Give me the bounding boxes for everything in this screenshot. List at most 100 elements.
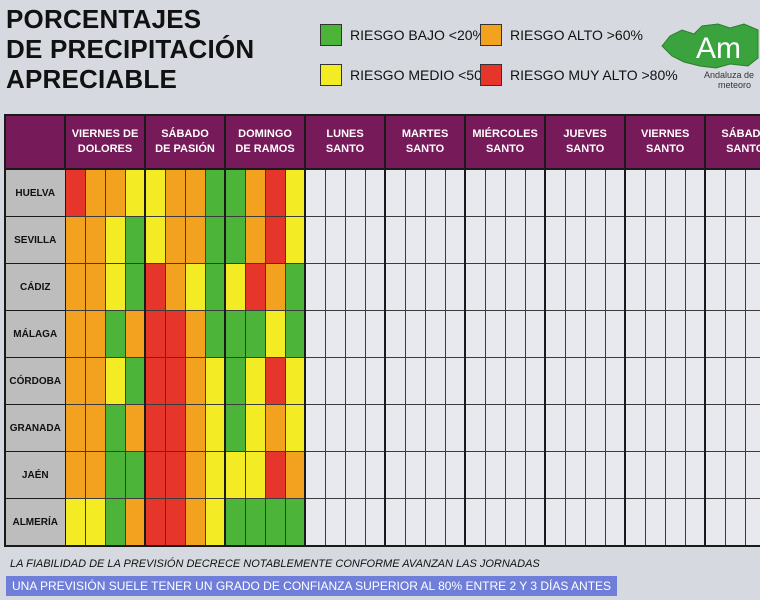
risk-cell-y (84, 498, 106, 547)
risk-cell-g (204, 263, 227, 311)
empty-cell (404, 168, 426, 217)
day-header-line2: SANTO (726, 143, 760, 155)
empty-cell (584, 168, 606, 217)
risk-cell-r (144, 310, 166, 358)
table-corner (4, 114, 66, 170)
empty-cell (604, 168, 627, 217)
day-header: MIÉRCOLES SANTO (464, 114, 547, 170)
empty-cell (744, 404, 760, 452)
empty-cell (444, 357, 467, 405)
empty-cell (404, 263, 426, 311)
risk-cell-o (124, 498, 147, 547)
risk-cell-o (84, 263, 106, 311)
risk-cell-r (264, 451, 286, 499)
logo-text-1: Andaluza de (704, 70, 755, 80)
empty-cell (744, 216, 760, 264)
day-header-line1: SÁBADO (161, 128, 209, 140)
empty-cell (424, 357, 446, 405)
empty-cell (484, 168, 506, 217)
risk-cell-r (264, 216, 286, 264)
empty-cell (524, 451, 547, 499)
risk-cell-g (244, 310, 266, 358)
empty-cell (464, 404, 486, 452)
logo-mark: Am (696, 32, 741, 65)
empty-cell (744, 498, 760, 547)
empty-cell (544, 310, 566, 358)
day-header-line1: JUEVES (563, 128, 607, 140)
risk-cell-y (184, 263, 206, 311)
risk-cell-g (104, 451, 126, 499)
empty-cell (484, 498, 506, 547)
empty-cell (304, 357, 326, 405)
empty-cell (604, 216, 627, 264)
empty-cell (584, 451, 606, 499)
province-label: MÁLAGA (4, 310, 66, 358)
empty-cell (584, 498, 606, 547)
empty-cell (524, 310, 547, 358)
empty-cell (484, 451, 506, 499)
empty-cell (464, 263, 486, 311)
empty-cell (704, 168, 726, 217)
risk-cell-o (84, 216, 106, 264)
empty-cell (464, 168, 486, 217)
province-label: GRANADA (4, 404, 66, 452)
empty-cell (704, 263, 726, 311)
legend-swatch-yellow (320, 64, 342, 86)
empty-cell (484, 357, 506, 405)
risk-cell-o (284, 451, 307, 499)
risk-cell-g (224, 498, 246, 547)
empty-cell (744, 263, 760, 311)
empty-cell (684, 404, 707, 452)
empty-cell (444, 216, 467, 264)
table-row: SEVILLA (4, 216, 760, 264)
empty-cell (604, 404, 627, 452)
empty-cell (384, 168, 406, 217)
empty-cell (324, 263, 346, 311)
empty-cell (504, 216, 526, 264)
empty-cell (624, 168, 646, 217)
table-row: ALMERÍA (4, 498, 760, 547)
risk-cell-g (284, 498, 307, 547)
risk-cell-o (184, 404, 206, 452)
empty-cell (544, 404, 566, 452)
empty-cell (544, 168, 566, 217)
risk-cell-o (84, 357, 106, 405)
empty-cell (404, 310, 426, 358)
risk-cell-g (104, 310, 126, 358)
risk-cell-o (184, 451, 206, 499)
empty-cell (304, 451, 326, 499)
empty-cell (484, 404, 506, 452)
day-header-line1: MARTES (401, 128, 449, 140)
risk-cell-y (224, 263, 246, 311)
risk-cell-y (144, 216, 166, 264)
day-header: LUNES SANTO (304, 114, 387, 170)
empty-cell (384, 357, 406, 405)
empty-cell (604, 310, 627, 358)
risk-cell-r (144, 451, 166, 499)
empty-cell (664, 216, 686, 264)
empty-cell (304, 263, 326, 311)
empty-cell (524, 498, 547, 547)
empty-cell (324, 168, 346, 217)
empty-cell (564, 216, 586, 264)
risk-cell-o (84, 310, 106, 358)
empty-cell (364, 357, 387, 405)
risk-cell-o (264, 263, 286, 311)
precipitation-table: VIERNES DE DOLORES SÁBADO DE PASIÓN DOMING… (4, 114, 760, 547)
risk-cell-o (64, 310, 86, 358)
empty-cell (724, 498, 746, 547)
empty-cell (604, 263, 627, 311)
risk-cell-y (244, 404, 266, 452)
province-label: JAÉN (4, 451, 66, 499)
empty-cell (564, 310, 586, 358)
risk-cell-r (164, 498, 186, 547)
day-header-line1: VIERNES (641, 128, 690, 140)
empty-cell (344, 357, 366, 405)
empty-cell (524, 357, 547, 405)
empty-cell (364, 310, 387, 358)
brand-logo: Am Andaluza de meteoro (660, 22, 760, 92)
empty-cell (364, 263, 387, 311)
empty-cell (444, 498, 467, 547)
empty-cell (684, 168, 707, 217)
empty-cell (584, 310, 606, 358)
